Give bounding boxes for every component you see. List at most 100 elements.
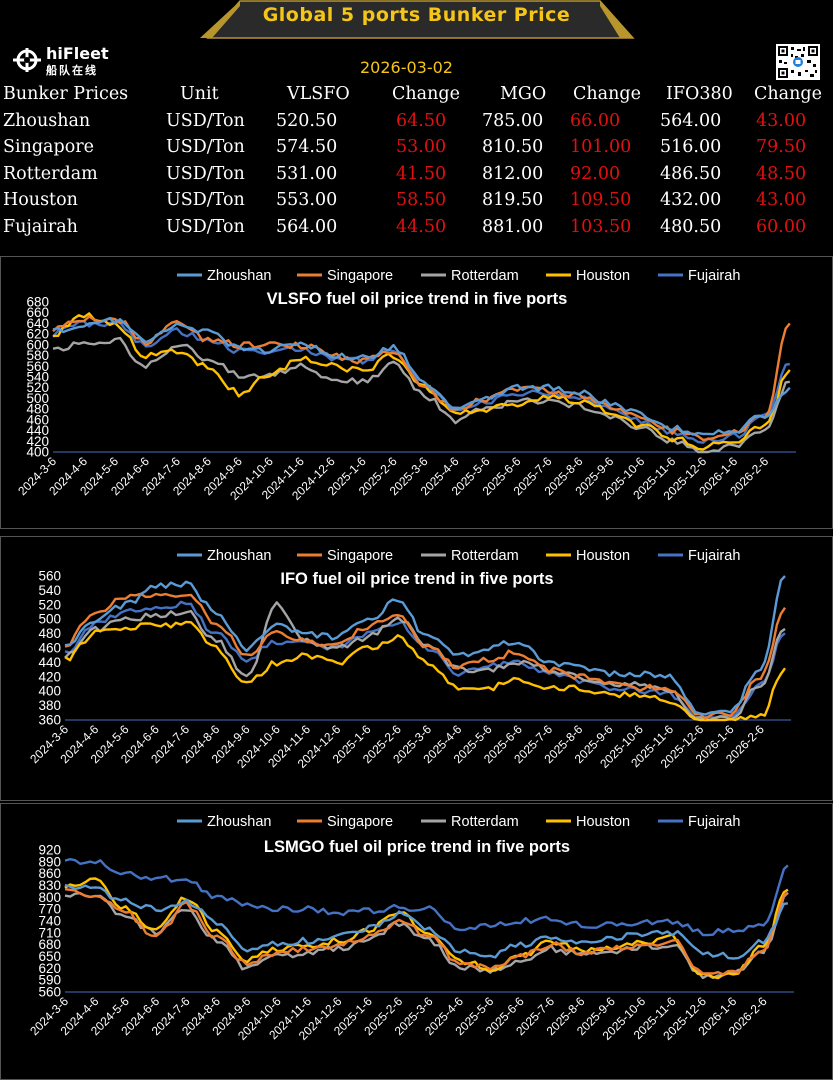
mgo-price: 819.50 [482,190,544,210]
ifo-chart-panel: Zhoushan Singapore Rotterdam Houston Fujaira… [0,536,833,801]
series-line-zhoushan [64,883,789,960]
mgo-price: 812.00 [482,163,544,184]
legend-label: Houston [576,548,630,564]
legend-item-rotterdam[interactable]: Rotterdam [421,548,519,564]
table-row: Zhoushan USD/Ton 520.50 64.50 785.00 66.00 564… [0,111,833,138]
legend-item-zhoushan[interactable]: Zhoushan [177,268,272,284]
y-tick-label: 620 [38,961,61,976]
page-title: Global 5 ports Bunker Price [262,4,571,26]
legend-label: Rotterdam [451,268,519,284]
y-tick-label: 830 [38,878,61,893]
legend-item-singapore[interactable]: Singapore [297,814,393,830]
y-tick-label: 400 [26,445,49,460]
series-line-houston [64,620,786,722]
mgo-change: 103.50 [570,216,632,237]
y-tick-label: 440 [38,655,61,670]
unit: USD/Ton [166,163,245,184]
y-tick-label: 400 [38,684,61,699]
y-tick-label: 480 [26,402,49,417]
mgo-change: 101.00 [570,137,632,157]
legend-label: Zhoushan [207,268,272,284]
chart-title: IFO fuel oil price trend in five ports [280,570,553,588]
table-row: Houston USD/Ton 553.00 58.50 819.50 109.50 432… [0,190,833,217]
qr-code-icon[interactable] [776,44,820,80]
header-unit: Unit [180,84,219,104]
port-name: Rotterdam [3,163,98,184]
vlsfo-change: 64.50 [396,110,447,131]
header-vlsfo-change: Change [392,84,460,104]
lsmgo-chart-panel: Zhoushan Singapore Rotterdam Houston Fujaira… [0,803,833,1080]
header-ifo380: IFO380 [666,84,733,104]
y-tick-label: 770 [38,902,61,917]
legend-label: Fujairah [688,268,740,284]
legend-label: Rotterdam [451,814,519,830]
legend-item-rotterdam[interactable]: Rotterdam [421,268,519,284]
y-tick-label: 590 [38,973,61,988]
legend-label: Fujairah [688,548,740,564]
vlsfo-price: 564.00 [276,216,338,237]
series-line-singapore [52,315,791,442]
hifleet-logo: hiFleet 船队在线 [12,44,122,77]
ifo-price: 486.50 [660,163,722,184]
logo-subtext: 船队在线 [46,64,98,77]
port-name: Fujairah [3,216,78,237]
y-tick-label: 360 [38,713,61,728]
ifo-change: 43.00 [756,190,807,210]
legend-item-singapore[interactable]: Singapore [297,268,393,284]
legend-label: Houston [576,268,630,284]
title-banner-shape [200,0,635,39]
y-tick-label: 640 [26,316,49,331]
table-row: Rotterdam USD/Ton 531.00 41.50 812.00 92.00 48… [0,164,833,191]
table-row: Fujairah USD/Ton 564.00 44.50 881.00 103.50 48… [0,217,833,244]
series-line-houston [52,312,791,451]
legend-item-fujairah[interactable]: Fujairah [658,268,740,284]
legend-item-fujairah[interactable]: Fujairah [658,814,740,830]
series-line-rotterdam [64,891,789,980]
y-tick-label: 520 [26,380,49,395]
vlsfo-change: 41.50 [396,163,447,184]
legend-item-singapore[interactable]: Singapore [297,548,393,564]
y-tick-label: 560 [38,985,61,1000]
report-date: 2026-03-02 [360,58,453,77]
unit: USD/Ton [166,110,245,131]
legend-item-rotterdam[interactable]: Rotterdam [421,814,519,830]
legend-item-fujairah[interactable]: Fujairah [658,548,740,564]
legend-label: Singapore [327,814,393,830]
unit: USD/Ton [166,216,245,237]
ifo-change: 48.50 [756,163,807,184]
y-tick-label: 650 [38,949,61,964]
ifo-change: 60.00 [756,216,807,237]
y-tick-label: 560 [26,359,49,374]
vlsfo-price: 520.50 [276,110,338,131]
y-tick-label: 520 [38,597,61,612]
y-tick-label: 540 [38,583,61,598]
vlsfo-change: 44.50 [396,216,447,237]
legend-label: Rotterdam [451,548,519,564]
y-tick-label: 860 [38,866,61,881]
y-tick-label: 680 [26,295,49,310]
header-mgo: MGO [500,84,547,104]
y-tick-label: 500 [26,391,49,406]
vlsfo-chart-panel: Zhoushan Singapore Rotterdam Houston Fujaira… [0,256,833,529]
legend-item-houston[interactable]: Houston [546,814,630,830]
mgo-change: 92.00 [570,163,621,184]
legend-item-houston[interactable]: Houston [546,548,630,564]
chart-title: VLSFO fuel oil price trend in five ports [267,290,568,308]
y-tick-label: 420 [38,669,61,684]
vlsfo-change: 53.00 [396,137,447,157]
legend-item-houston[interactable]: Houston [546,268,630,284]
legend-item-zhoushan[interactable]: Zhoushan [177,548,272,564]
lsmgo-chart: Zhoushan Singapore Rotterdam Houston Fujaira… [27,814,794,1043]
header-ifo-change: Change [754,84,822,104]
legend-label: Singapore [327,548,393,564]
y-tick-label: 500 [38,612,61,627]
y-tick-label: 680 [38,937,61,952]
ifo-change: 79.50 [756,137,807,157]
y-tick-label: 890 [38,854,61,869]
series-line-fujairah [52,320,790,444]
header-bunker-prices: Bunker Prices [3,84,129,104]
port-name: Singapore [3,137,94,157]
legend-item-zhoushan[interactable]: Zhoushan [177,814,272,830]
vlsfo-price: 574.50 [276,137,338,157]
ship-wheel-icon [13,48,41,72]
